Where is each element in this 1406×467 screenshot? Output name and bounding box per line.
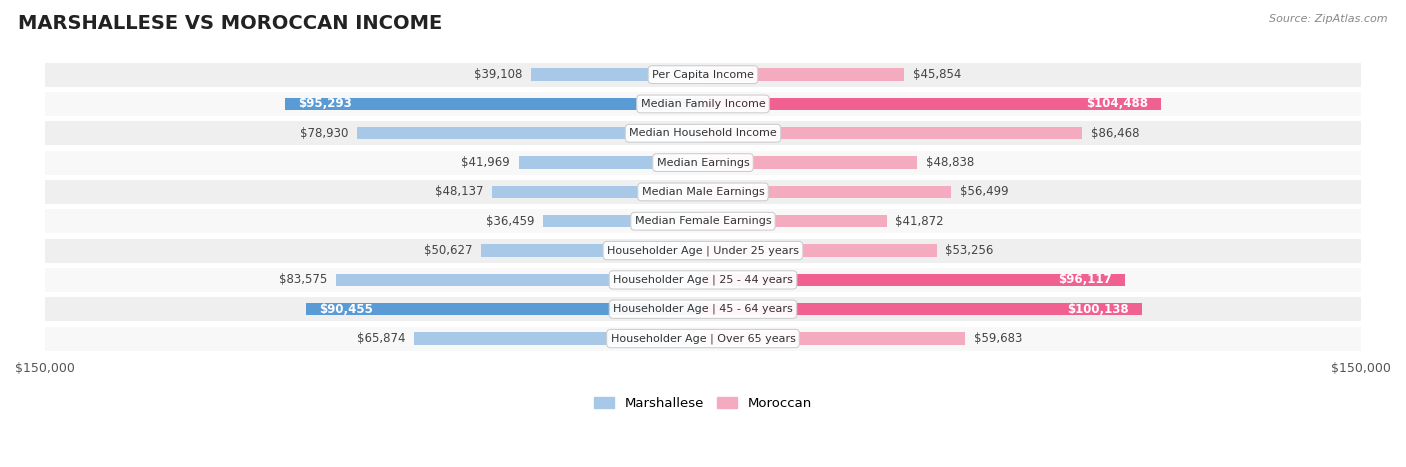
Text: Median Earnings: Median Earnings — [657, 157, 749, 168]
Bar — [543, 215, 703, 227]
Text: $90,455: $90,455 — [319, 303, 373, 316]
Legend: Marshallese, Moroccan: Marshallese, Moroccan — [589, 391, 817, 415]
Bar — [45, 209, 1361, 234]
Bar — [336, 274, 703, 286]
Text: Median Household Income: Median Household Income — [628, 128, 778, 138]
Bar — [45, 268, 1361, 292]
Text: Householder Age | 25 - 44 years: Householder Age | 25 - 44 years — [613, 275, 793, 285]
Text: $48,838: $48,838 — [927, 156, 974, 169]
Text: Median Family Income: Median Family Income — [641, 99, 765, 109]
Bar — [492, 186, 703, 198]
Bar — [45, 297, 1361, 321]
Bar — [703, 156, 917, 169]
Bar — [45, 150, 1361, 175]
Bar — [45, 180, 1361, 204]
Bar — [285, 98, 703, 110]
Text: $96,117: $96,117 — [1057, 273, 1112, 286]
Bar — [703, 98, 1161, 110]
Bar — [307, 303, 703, 315]
Text: $83,575: $83,575 — [280, 273, 328, 286]
Bar — [45, 121, 1361, 145]
Text: $41,969: $41,969 — [461, 156, 510, 169]
Text: $65,874: $65,874 — [357, 332, 405, 345]
Bar — [45, 63, 1361, 87]
Bar — [703, 303, 1142, 315]
Bar — [357, 127, 703, 140]
Text: $45,854: $45,854 — [912, 68, 962, 81]
Bar — [703, 333, 965, 345]
Bar — [703, 244, 936, 257]
Text: $95,293: $95,293 — [298, 98, 352, 111]
Text: Median Male Earnings: Median Male Earnings — [641, 187, 765, 197]
Text: $100,138: $100,138 — [1067, 303, 1129, 316]
Text: $78,930: $78,930 — [299, 127, 347, 140]
Text: Householder Age | Over 65 years: Householder Age | Over 65 years — [610, 333, 796, 344]
Bar — [45, 326, 1361, 351]
Text: MARSHALLESE VS MOROCCAN INCOME: MARSHALLESE VS MOROCCAN INCOME — [18, 14, 443, 33]
Bar — [703, 186, 950, 198]
Bar — [703, 274, 1125, 286]
Text: Per Capita Income: Per Capita Income — [652, 70, 754, 80]
Bar — [45, 239, 1361, 262]
Bar — [703, 127, 1083, 140]
Bar — [413, 333, 703, 345]
Text: Source: ZipAtlas.com: Source: ZipAtlas.com — [1270, 14, 1388, 24]
Bar — [703, 69, 904, 81]
Bar — [481, 244, 703, 257]
Text: Householder Age | 45 - 64 years: Householder Age | 45 - 64 years — [613, 304, 793, 314]
Text: Median Female Earnings: Median Female Earnings — [634, 216, 772, 226]
Text: $39,108: $39,108 — [474, 68, 523, 81]
Text: $86,468: $86,468 — [1091, 127, 1140, 140]
Bar — [45, 92, 1361, 116]
Text: $36,459: $36,459 — [486, 215, 534, 228]
Text: $53,256: $53,256 — [945, 244, 994, 257]
Text: $41,872: $41,872 — [896, 215, 943, 228]
Text: $56,499: $56,499 — [960, 185, 1008, 198]
Text: $59,683: $59,683 — [973, 332, 1022, 345]
Bar — [703, 215, 887, 227]
Text: $50,627: $50,627 — [423, 244, 472, 257]
Bar — [531, 69, 703, 81]
Text: Householder Age | Under 25 years: Householder Age | Under 25 years — [607, 245, 799, 256]
Text: $48,137: $48,137 — [434, 185, 484, 198]
Bar — [519, 156, 703, 169]
Text: $104,488: $104,488 — [1087, 98, 1149, 111]
